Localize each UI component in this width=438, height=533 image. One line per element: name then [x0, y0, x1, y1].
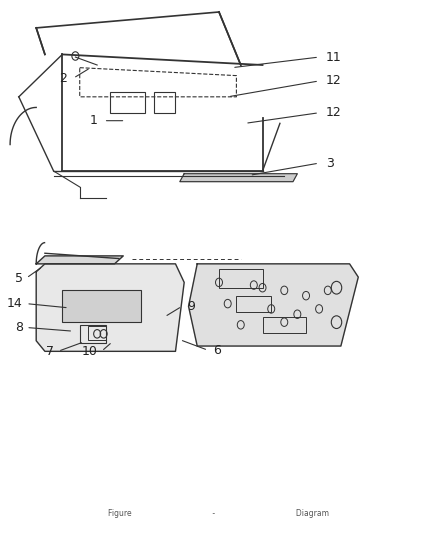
Bar [110, 92, 145, 113]
Bar [154, 92, 176, 113]
Text: 5: 5 [15, 272, 23, 285]
Bar [219, 269, 262, 288]
Polygon shape [36, 256, 123, 264]
Text: 12: 12 [325, 75, 341, 87]
Text: 3: 3 [325, 157, 333, 169]
Bar [237, 296, 271, 312]
Text: Figure                                  -                                  Diagr: Figure - Diagr [109, 510, 329, 519]
Bar [262, 317, 306, 333]
Text: 9: 9 [187, 300, 195, 313]
Text: 2: 2 [59, 72, 67, 85]
Polygon shape [180, 174, 297, 182]
Text: 6: 6 [213, 344, 221, 357]
Bar [88, 326, 106, 340]
Text: 11: 11 [325, 51, 341, 63]
Text: 7: 7 [46, 345, 54, 358]
Polygon shape [36, 264, 184, 351]
Text: 14: 14 [7, 297, 23, 310]
Text: 8: 8 [15, 321, 23, 334]
Polygon shape [188, 264, 358, 346]
Text: 12: 12 [325, 106, 341, 119]
Text: 10: 10 [82, 345, 98, 358]
Text: 1: 1 [89, 114, 97, 127]
Bar [80, 325, 106, 343]
Bar [62, 290, 141, 322]
